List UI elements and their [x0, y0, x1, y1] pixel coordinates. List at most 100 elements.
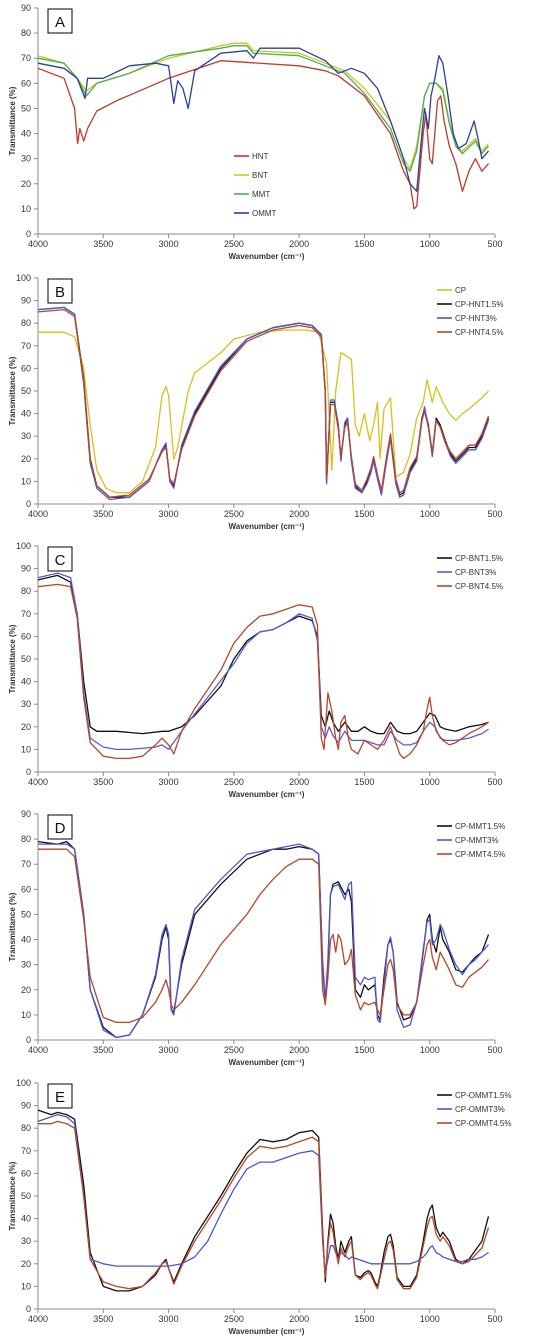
x-tick-label: 2000 [289, 509, 309, 519]
x-tick-label: 1500 [354, 509, 374, 519]
x-tick-label: 4000 [28, 239, 48, 249]
series-line-3 [38, 848, 489, 1024]
y-tick-label: 70 [21, 1146, 31, 1156]
x-tick-label: 4000 [28, 1045, 48, 1055]
x-tick-label: 500 [487, 1045, 502, 1055]
legend-entry: OMMT [252, 209, 277, 218]
y-tick-label: 30 [21, 431, 31, 441]
y-tick-label: 80 [21, 586, 31, 596]
legend-entry: CP-OMMT4.5% [455, 1119, 511, 1128]
y-tick-label: 70 [21, 341, 31, 351]
series-line-2 [37, 572, 489, 751]
x-tick-label: 4000 [28, 777, 48, 787]
series-line-3 [37, 306, 490, 501]
y-tick-label: 80 [21, 834, 31, 844]
x-axis-label: Wavenumber (cm⁻¹) [229, 1058, 305, 1067]
chart-panel-c: 4000 3500 3000 2500 2000 1500 1000 500 0 10 20 30 40… [8, 541, 503, 799]
legend-entry: CP-MMT3% [455, 836, 499, 845]
y-tick-label: 30 [21, 1236, 31, 1246]
legend-entry: CP-BNT4.5% [455, 582, 503, 591]
x-tick-label: 3500 [93, 1045, 113, 1055]
x-tick-label: 2500 [224, 239, 244, 249]
y-tick-label: 90 [21, 296, 31, 306]
chart-panel-b: 4000 3500 3000 2500 2000 1500 1000 500 0 10 20 30 40… [8, 273, 503, 531]
y-axis-label: Transmittance (%) [8, 892, 17, 961]
x-tick-label: 500 [487, 777, 502, 787]
y-axis-label: Transmittance (%) [8, 356, 17, 425]
x-tick-label: 1000 [420, 239, 440, 249]
x-tick-label: 500 [487, 239, 502, 249]
y-tick-label: 60 [21, 884, 31, 894]
legend-entry: HNT [252, 152, 269, 161]
y-tick-label: 100 [16, 273, 31, 283]
x-tick-label: 3500 [93, 1314, 113, 1324]
y-tick-label: 20 [21, 1259, 31, 1269]
legend-entry: CP-MMT1.5% [455, 822, 505, 831]
x-tick-label: 3000 [159, 1314, 179, 1324]
legend-entry: CP-HNT1.5% [455, 300, 503, 309]
y-tick-label: 90 [21, 3, 31, 13]
y-tick-label: 70 [21, 859, 31, 869]
panel-letter-box: C [47, 546, 73, 572]
y-tick-label: 0 [26, 767, 31, 777]
panel-letter-frame [47, 546, 73, 572]
y-tick-label: 100 [16, 1078, 31, 1088]
y-axis-label: Transmittance (%) [8, 624, 17, 693]
series-line-1 [37, 574, 489, 735]
legend-entry: CP-MMT4.5% [455, 850, 505, 859]
y-tick-label: 60 [21, 631, 31, 641]
y-tick-label: 10 [21, 1281, 31, 1291]
x-tick-label: 1000 [420, 777, 440, 787]
y-tick-label: 50 [21, 654, 31, 664]
x-axis-label: Wavenumber (cm⁻¹) [229, 1327, 305, 1336]
x-tick-label: 1000 [420, 1045, 440, 1055]
y-tick-label: 60 [21, 363, 31, 373]
panel-letter-frame [47, 814, 73, 840]
y-tick-label: 100 [16, 541, 31, 551]
y-tick-label: 0 [26, 1304, 31, 1314]
x-tick-label: 1000 [420, 1314, 440, 1324]
y-tick-label: 70 [21, 609, 31, 619]
y-tick-label: 90 [21, 564, 31, 574]
x-tick-label: 3500 [93, 509, 113, 519]
y-tick-label: 10 [21, 1010, 31, 1020]
y-tick-label: 30 [21, 699, 31, 709]
panel-letter: C [55, 552, 66, 569]
y-tick-label: 30 [21, 960, 31, 970]
x-tick-label: 2000 [289, 1045, 309, 1055]
legend-entry: CP-OMMT1.5% [455, 1091, 511, 1100]
x-tick-label: 2500 [224, 509, 244, 519]
legend-entry: CP-OMMT3% [455, 1105, 505, 1114]
legend-entry: CP-BNT3% [455, 568, 496, 577]
panel-letter: A [55, 14, 65, 31]
y-tick-label: 20 [21, 722, 31, 732]
y-tick-label: 80 [21, 1123, 31, 1133]
y-tick-label: 40 [21, 129, 31, 139]
panel-letter-box: B [47, 278, 73, 304]
series-line-3 [37, 583, 489, 760]
series-line-4 [37, 308, 490, 498]
y-tick-label: 0 [26, 499, 31, 509]
y-tick-label: 50 [21, 1191, 31, 1201]
panel-letter-frame [47, 8, 73, 34]
x-tick-label: 1500 [354, 1314, 374, 1324]
x-tick-label: 3000 [159, 239, 179, 249]
panel-letter-box: D [47, 814, 73, 840]
series-line-1 [37, 840, 490, 1039]
y-axis-label: Transmittance (%) [8, 1161, 17, 1230]
legend-entry: CP [455, 286, 466, 295]
panel-letter: E [55, 1089, 65, 1106]
legend-entry: MMT [252, 190, 270, 199]
x-tick-label: 3000 [159, 1045, 179, 1055]
y-tick-label: 90 [21, 1101, 31, 1111]
chart-panel-d: 4000 3500 3000 2500 2000 1500 1000 500 0 10 20 30 40… [8, 809, 505, 1067]
y-axis-label: Transmittance (%) [8, 86, 17, 155]
x-tick-label: 3500 [93, 239, 113, 249]
y-tick-label: 50 [21, 386, 31, 396]
x-tick-label: 3000 [159, 509, 179, 519]
x-axis-label: Wavenumber (cm⁻¹) [229, 252, 305, 261]
series-line-2 [37, 306, 490, 498]
y-tick-label: 0 [26, 1035, 31, 1045]
x-tick-label: 4000 [28, 1314, 48, 1324]
y-tick-label: 50 [21, 103, 31, 113]
